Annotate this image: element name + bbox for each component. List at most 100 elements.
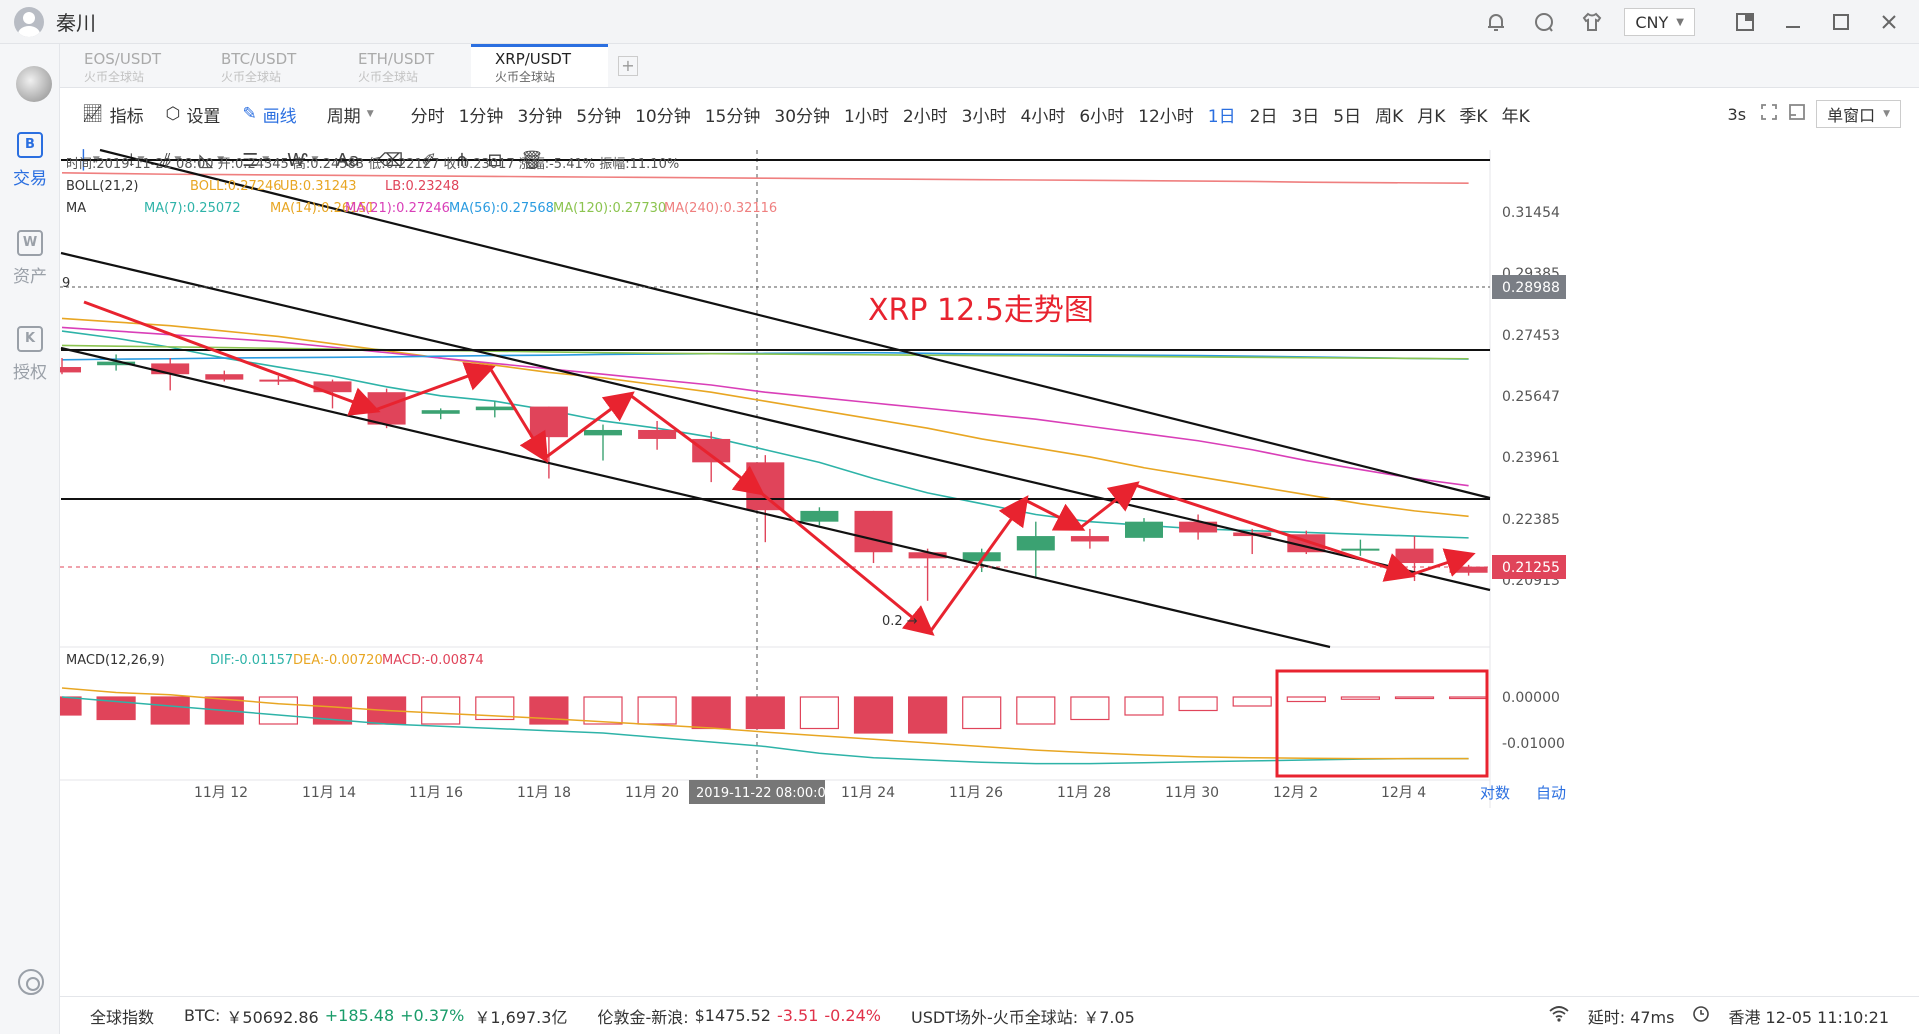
period-option[interactable]: 3小时: [961, 106, 1007, 127]
tab-eth-usdt[interactable]: ETH/USDT 火币全球站: [334, 44, 471, 87]
period-option[interactable]: 3分钟: [517, 106, 563, 127]
close-icon[interactable]: [1865, 0, 1913, 44]
tab-btc-usdt[interactable]: BTC/USDT 火币全球站: [197, 44, 334, 87]
draw-button[interactable]: ✎ 画线: [242, 102, 296, 127]
clock: 香港 12-05 11:10:21: [1728, 1007, 1889, 1027]
period-option[interactable]: 1日: [1207, 106, 1236, 127]
period-option[interactable]: 4小时: [1020, 106, 1066, 127]
global-index-label[interactable]: 全球指数: [90, 1007, 155, 1027]
fullscreen-icon[interactable]: [1760, 103, 1778, 126]
period-option[interactable]: 2小时: [902, 106, 948, 127]
gold-change: -3.51: [776, 1006, 819, 1025]
macd-dif: DIF:-0.01157: [210, 653, 293, 668]
period-option[interactable]: 2日: [1249, 106, 1278, 127]
low-marker-label: 0.2 →: [882, 614, 918, 629]
period-option[interactable]: 5日: [1333, 106, 1362, 127]
tab-eos-usdt[interactable]: EOS/USDT 火币全球站: [60, 44, 197, 87]
screenshot-icon[interactable]: [1788, 103, 1806, 126]
currency-select[interactable]: CNY ▼: [1624, 8, 1695, 36]
settings-gear-icon[interactable]: [18, 969, 44, 995]
settings-button[interactable]: ⬡ 设置: [166, 102, 221, 127]
maximize-icon[interactable]: [1817, 0, 1865, 44]
price-tick: 0.23961: [1502, 450, 1560, 466]
macd-dea: DEA:-0.00720: [293, 653, 383, 668]
chat-icon[interactable]: [1530, 8, 1558, 36]
period-option[interactable]: 周K: [1375, 106, 1404, 127]
macd-bar: [1124, 696, 1164, 716]
macd-bar: [204, 696, 244, 725]
candle-body: [1341, 548, 1380, 551]
candle-body: [800, 510, 839, 522]
wallet-icon: W: [17, 230, 43, 256]
period-option[interactable]: 10分钟: [635, 106, 691, 127]
candle-body: [692, 438, 731, 463]
period-option[interactable]: 1小时: [844, 106, 889, 127]
refresh-interval[interactable]: 3s: [1727, 104, 1747, 124]
tab-xrp-usdt[interactable]: XRP/USDT 火币全球站: [471, 44, 608, 87]
shirt-icon[interactable]: [1578, 8, 1606, 36]
tab-pair: EOS/USDT: [84, 50, 162, 68]
chart-toolbar: 📈︎ 指标 ⬡ 设置 ✎ 画线 周期 ▼ 分时 1分钟 3分钟 5分钟 10分钟 15分钟…: [60, 92, 1919, 136]
period-option[interactable]: 分时: [410, 106, 445, 127]
period-option[interactable]: 5分钟: [576, 106, 622, 127]
cursor-date-tag: [689, 780, 825, 804]
candle-body: [97, 361, 136, 366]
add-tab-button[interactable]: +: [618, 56, 638, 76]
period-label: 周期: [326, 106, 361, 127]
btc-change: +185.48: [324, 1006, 395, 1025]
macd-bar: [1448, 696, 1489, 700]
period-option[interactable]: 12小时: [1138, 106, 1194, 127]
minimize-icon[interactable]: [1769, 0, 1817, 44]
macd-bar: [1286, 696, 1326, 703]
price-tag-label: 0.21255: [1502, 560, 1560, 576]
ma-value: MA(21):0.27246: [345, 201, 450, 216]
sidebar-item-authorize[interactable]: K 授权: [0, 326, 60, 383]
macd-bar: [1340, 696, 1381, 700]
wave-arrow: [1024, 498, 1086, 531]
period-option[interactable]: 年K: [1501, 106, 1530, 127]
auto-scale-link[interactable]: 自动: [1536, 784, 1566, 802]
period-option[interactable]: 季K: [1459, 106, 1488, 127]
ma-line: [61, 172, 1469, 185]
channel-line: [99, 148, 1491, 500]
candle-body: [529, 406, 568, 438]
price-tick: 0.31454: [1502, 205, 1560, 221]
boll-ub: UB:0.31243: [280, 179, 357, 194]
app-logo-icon: [16, 66, 52, 102]
status-bar: 全球指数 BTC: ￥50692.86 +185.48 +0.37% ￥1,69…: [60, 996, 1919, 1034]
macd-dif-line: [61, 696, 1469, 765]
period-option[interactable]: 15分钟: [704, 106, 761, 127]
date-tick: 12月 2: [1273, 785, 1318, 801]
user-name[interactable]: 秦川: [56, 11, 96, 35]
price-chart[interactable]: XRP 12.5走势图 0.2 → 9 时间:2019-11-22 08:00 开:0…: [60, 0, 1919, 1034]
indicators-button[interactable]: 📈︎ 指标: [82, 102, 144, 127]
sidebar-item-assets[interactable]: W 资产: [0, 230, 60, 287]
period-option[interactable]: 月K: [1417, 106, 1446, 127]
log-scale-link[interactable]: 对数: [1480, 784, 1510, 802]
period-dropdown[interactable]: 周期 ▼: [327, 102, 374, 127]
btc-label: BTC:: [184, 1006, 221, 1025]
macd-bar: [799, 696, 840, 730]
macd-bar: [962, 696, 1002, 730]
period-option[interactable]: 3日: [1291, 106, 1320, 127]
user-avatar-icon[interactable]: [14, 6, 44, 37]
cursor-date-label: 2019-11-22 08:00:00: [696, 786, 834, 801]
btc-price: ￥50692.86: [226, 1007, 319, 1027]
candle-body: [638, 429, 677, 439]
period-option[interactable]: 6小时: [1079, 106, 1125, 127]
period-option[interactable]: 30分钟: [774, 106, 831, 127]
window-mode-select[interactable]: 单窗口 ▼: [1816, 100, 1901, 128]
ma-label: MA: [66, 201, 86, 216]
bell-icon[interactable]: [1482, 8, 1510, 36]
layout-toggle-icon[interactable]: [1721, 0, 1769, 44]
sidebar-item-trade[interactable]: B 交易: [0, 132, 60, 189]
price-tag: [1492, 555, 1566, 579]
ma-line: [61, 317, 1469, 518]
macd-bar: [1178, 696, 1218, 712]
tab-pair: XRP/USDT: [495, 50, 572, 68]
settings-label: 设置: [186, 106, 221, 127]
period-option[interactable]: 1分钟: [458, 106, 504, 127]
ma-value: MA(240):0.32116: [664, 201, 777, 216]
candle-body: [1016, 536, 1055, 551]
